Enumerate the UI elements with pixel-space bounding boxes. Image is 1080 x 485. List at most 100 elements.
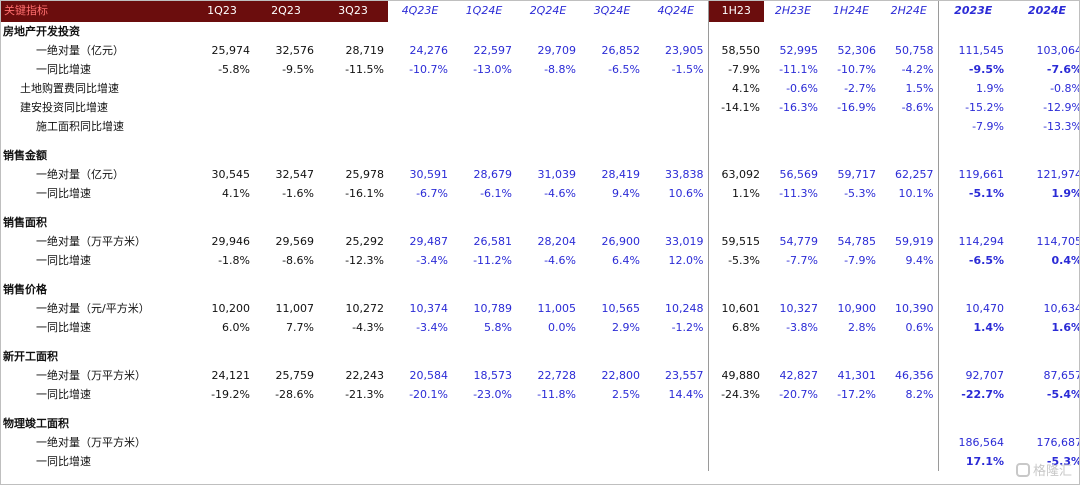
table-cell: 20,584 [409,369,449,382]
table-cell: 11,007 [275,302,315,315]
table-cell [254,433,318,452]
empty-cell [190,146,254,165]
table-cell: 18,573 [473,369,513,382]
empty-cell [822,270,880,280]
table-cell [190,452,254,471]
table-cell: 49,880 [721,369,761,382]
section-row: 销售面积 [0,213,1080,232]
empty-cell [1008,414,1080,433]
table-cell [190,98,254,117]
table-cell: 62,257 [880,165,939,184]
table-cell [388,79,452,98]
table-cell: -10.7% [837,63,876,76]
empty-cell [318,136,388,146]
col-header: 4Q24E [644,0,709,22]
row-label: 建安投资同比增速 [20,101,108,114]
table-cell: -7.9% [844,254,876,267]
empty-cell [938,213,1008,232]
empty-cell [190,280,254,299]
empty-cell [938,280,1008,299]
table-cell: 10,900 [837,302,877,315]
table-cell: 59,919 [880,232,939,251]
table-cell: -22.7% [961,388,1004,401]
empty-cell [822,22,880,41]
table-cell [388,433,452,452]
table-cell: 23,557 [644,366,709,385]
table-cell: 10,789 [473,302,513,315]
empty-cell [764,270,822,280]
table-cell: -13.0% [473,63,512,76]
table-cell: -6.7% [416,187,448,200]
empty-cell [644,213,709,232]
empty-cell [254,270,318,280]
table-cell: -19.2% [211,388,250,401]
table-cell: 119,661 [958,168,1005,181]
table-cell: 10,390 [880,299,939,318]
header-row: 关键指标 1Q23 2Q23 3Q23 4Q23E 1Q24E 2Q24E 3Q… [0,0,1080,22]
empty-cell [764,22,822,41]
empty-cell [880,136,939,146]
empty-cell [822,347,880,366]
table-cell: 8.2% [880,385,939,404]
empty-cell [764,203,822,213]
table-row: 一同比增速 -1.8% -8.6% -12.3% -3.4% -11.2% -4.6% 6.4… [0,251,1080,270]
table-cell: 10,374 [409,302,449,315]
empty-cell [388,146,452,165]
empty-cell [822,203,880,213]
section-row: 销售金额 [0,146,1080,165]
col-header: 2H23E [764,0,822,22]
table-cell: 54,779 [779,235,819,248]
table-row: 一绝对量（万平方米） 186,564 176,687 [0,433,1080,452]
table-row: 一绝对量（亿元） 25,974 32,576 28,719 24,276 22,597 29… [0,41,1080,60]
empty-cell [452,203,516,213]
table-cell [644,433,709,452]
section-title: 销售价格 [3,283,47,296]
table-cell [516,79,580,98]
empty-cell [580,146,644,165]
col-header: 3Q23 [318,0,388,22]
table-cell: 1.1% [732,187,760,200]
empty-cell [580,337,644,347]
empty-cell [516,136,580,146]
empty-cell [1008,347,1080,366]
table-cell: 4.1% [732,82,760,95]
empty-cell [708,22,764,41]
empty-cell [190,414,254,433]
table-cell: 11,005 [537,302,577,315]
table-cell: 1.6% [1051,321,1080,334]
table-cell: -7.6% [1046,63,1080,76]
table-cell: 10,248 [644,299,709,318]
table-row: 一同比增速 6.0% 7.7% -4.3% -3.4% 5.8% 0.0% 2.9% -1.2%… [0,318,1080,337]
table-cell: -15.2% [965,101,1004,114]
table-cell: -28.6% [275,388,314,401]
table-cell [516,117,580,136]
row-label: 一同比增速 [36,455,91,468]
table-cell: -0.8% [1050,82,1080,95]
section-title: 销售金额 [3,149,47,162]
table-cell [452,79,516,98]
table-cell [452,117,516,136]
empty-cell [822,136,880,146]
table-cell: 1.9% [976,82,1004,95]
table-cell: 6.4% [612,254,640,267]
table-cell [708,433,764,452]
table-cell: 41,301 [837,369,877,382]
table-cell: 28,679 [473,168,513,181]
empty-cell [0,270,190,280]
table-cell: 22,800 [601,369,641,382]
empty-cell [764,347,822,366]
table-cell [822,433,880,452]
empty-cell [880,337,939,347]
empty-cell [880,203,939,213]
empty-cell [452,414,516,433]
table-cell: -9.5% [282,63,314,76]
spacer-row [0,337,1080,347]
empty-cell [0,203,190,213]
empty-cell [880,280,939,299]
table-row: 土地购置费同比增速 4.1% -0.6% -2.7% 1.5% 1.9% -0.8% [0,79,1080,98]
empty-cell [708,280,764,299]
table-cell: -4.6% [544,187,576,200]
empty-cell [388,414,452,433]
empty-cell [580,203,644,213]
section-title: 物理竣工面积 [3,417,69,430]
